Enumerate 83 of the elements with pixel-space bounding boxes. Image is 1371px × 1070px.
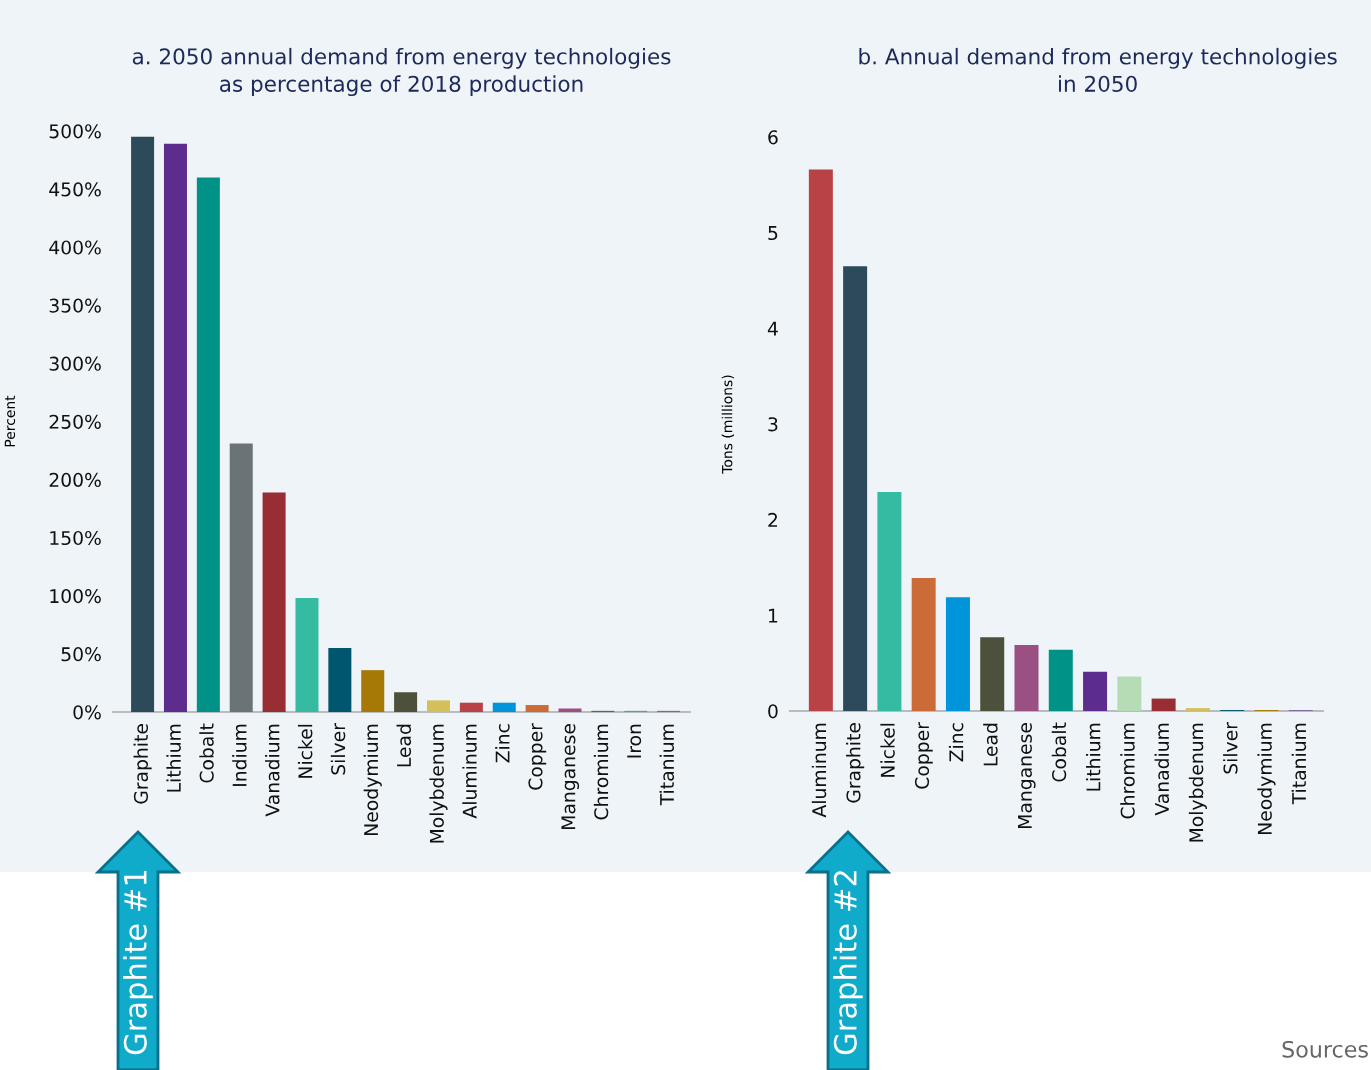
text: Graphite #2 [833, 871, 863, 1055]
bar [1151, 698, 1176, 711]
x-tick-label: Zinc [495, 724, 510, 763]
x-tick-label: Copper [914, 722, 933, 789]
x-tick-label: Cobalt [199, 723, 214, 783]
x-tick-label: Indium [232, 724, 247, 786]
x-tick-label: Chromium [593, 724, 609, 820]
bar [262, 492, 286, 712]
x-tick-label: Nickel [297, 724, 313, 778]
x-tick-label: Zinc [948, 723, 964, 762]
bar [361, 670, 385, 712]
bar [1185, 708, 1210, 711]
x-tick-label: Molybdenum [1188, 723, 1207, 842]
bar [196, 177, 220, 712]
chart-title: a. 2050 annual demand from energy technologies as percentage of 2018 production [132, 47, 671, 97]
bar [229, 443, 253, 712]
x-tick-label: Graphite [846, 723, 865, 803]
y-tick-label: 350% [49, 298, 101, 313]
x-tick-label: Molybdenum [429, 724, 448, 843]
bar [843, 266, 868, 711]
y-tick-label: 4 [767, 321, 778, 336]
bar [163, 143, 187, 712]
y-tick-label: 50% [61, 647, 101, 662]
x-tick-label: Neodymium [1257, 723, 1276, 834]
bar [945, 597, 970, 711]
x-tick-label: Neodymium [363, 724, 382, 835]
x-tick-label: Iron [627, 724, 642, 758]
bar [980, 637, 1005, 711]
bar [1117, 676, 1142, 711]
y-tick-label: 100% [50, 589, 101, 604]
x-tick-label: Aluminum [811, 723, 827, 818]
x-tick-label: Copper [528, 723, 547, 790]
x-tick-label: Chromium [1120, 723, 1135, 819]
bar [1083, 671, 1108, 711]
y-tick-label: 6 [768, 130, 778, 145]
bar [558, 708, 582, 712]
y-axis-title: Tons (millions) [721, 375, 735, 474]
chart-title: b. Annual demand from energy technologies in 2050 [859, 47, 1337, 92]
x-tick-label: Vanadium [1154, 723, 1170, 816]
bar [426, 700, 450, 712]
bar [877, 491, 902, 711]
y-tick-label: 450% [49, 182, 101, 197]
y-tick-label: 150% [50, 530, 101, 546]
y-tick-label: 300% [49, 356, 101, 371]
bar [525, 705, 549, 712]
x-tick-label: Lead [396, 724, 412, 767]
y-tick-label: 500% [49, 124, 101, 139]
x-tick-label: Nickel [880, 723, 895, 777]
x-tick-label: Vanadium [265, 724, 280, 817]
bar [911, 578, 936, 711]
y-axis-title: Percent [4, 395, 16, 447]
y-tick-label: 200% [49, 472, 101, 487]
x-tick-label: Titanium [1291, 723, 1307, 805]
x-tick-label: Graphite [133, 724, 152, 804]
y-tick-label: 5 [768, 226, 778, 241]
x-tick-label: Lithium [166, 724, 181, 792]
x-tick-label: Aluminum [462, 724, 477, 819]
x-tick-label: Titanium [659, 724, 675, 806]
bar [328, 648, 352, 712]
y-tick-label: 400% [49, 240, 101, 255]
bar [808, 169, 833, 711]
y-tick-label: 2 [768, 512, 778, 527]
x-tick-label: Lead [983, 723, 998, 766]
x-tick-label: Silver [1223, 722, 1238, 774]
bar [1048, 649, 1073, 711]
bar [1014, 644, 1039, 711]
text: Graphite #1 [123, 870, 153, 1055]
x-tick-label: Manganese [561, 724, 580, 829]
x-tick-label: Silver [330, 723, 346, 775]
y-tick-label: 0 [768, 704, 778, 719]
y-tick-label: 0% [73, 705, 101, 720]
bar [394, 692, 418, 712]
bar [131, 136, 155, 712]
bar [492, 702, 516, 712]
y-tick-label: 3 [768, 417, 778, 432]
y-tick-label: 1 [769, 608, 778, 623]
text: Sources [1282, 1040, 1368, 1058]
bar [459, 702, 483, 712]
x-tick-label: Cobalt [1051, 722, 1067, 782]
x-tick-label: Manganese [1018, 723, 1036, 828]
y-tick-label: 250% [49, 414, 101, 429]
x-tick-label: Lithium [1085, 723, 1101, 791]
bar [295, 598, 319, 712]
